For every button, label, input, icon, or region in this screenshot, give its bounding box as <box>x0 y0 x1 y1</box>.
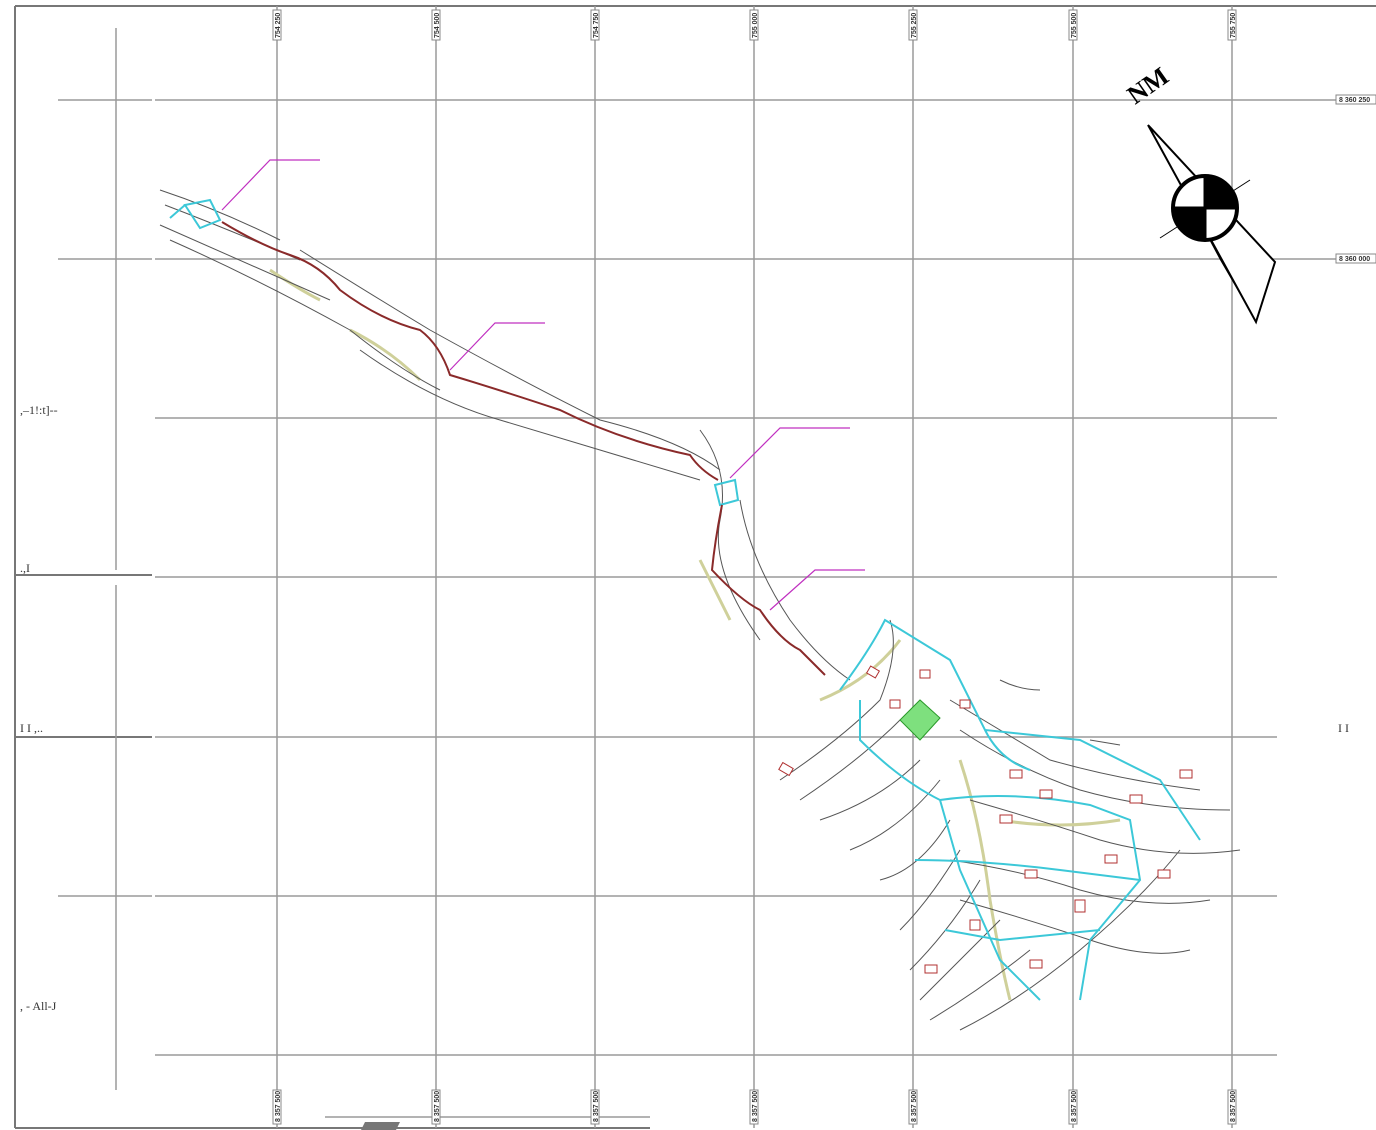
grid-label: 8 360 000 <box>1339 256 1370 263</box>
margin-label: I I ,.. <box>20 721 43 735</box>
margin-label: ,–1!:t]-- <box>20 403 58 417</box>
grid-label: 754 750 <box>593 13 600 38</box>
grid-label: 755 750 <box>1230 13 1237 38</box>
margin-label: , - All-J <box>20 999 57 1013</box>
grid-label: 8 357 500 <box>752 1091 759 1122</box>
grid-label: 8 357 500 <box>434 1091 441 1122</box>
grid-label: 755 250 <box>911 13 918 38</box>
labels: 754 250 754 500 754 750 755 000 755 250 755 5… <box>20 10 1376 1124</box>
grid-label: 8 357 500 <box>1071 1091 1078 1122</box>
terrain <box>160 160 1240 1030</box>
grid-label: 755 500 <box>1071 13 1078 38</box>
north-label: NM <box>1122 61 1174 110</box>
margin-label: .,I <box>20 561 30 575</box>
grid-label: 754 500 <box>434 13 441 38</box>
grid-label: 8 357 500 <box>275 1091 282 1122</box>
grid-label: 755 000 <box>752 13 759 38</box>
frame <box>15 6 1376 1130</box>
grid-label: 8 357 500 <box>911 1091 918 1122</box>
scale-bar <box>361 1122 400 1130</box>
grid-label: 8 357 500 <box>593 1091 600 1122</box>
grid-label: 8 357 500 <box>1230 1091 1237 1122</box>
map-drawing: NM 754 250754 500754 750755 000755 25075… <box>0 0 1376 1130</box>
grid-label: 754 250 <box>275 13 282 38</box>
grid-label: 8 360 250 <box>1339 97 1370 104</box>
margin-label: I I <box>1338 721 1349 735</box>
